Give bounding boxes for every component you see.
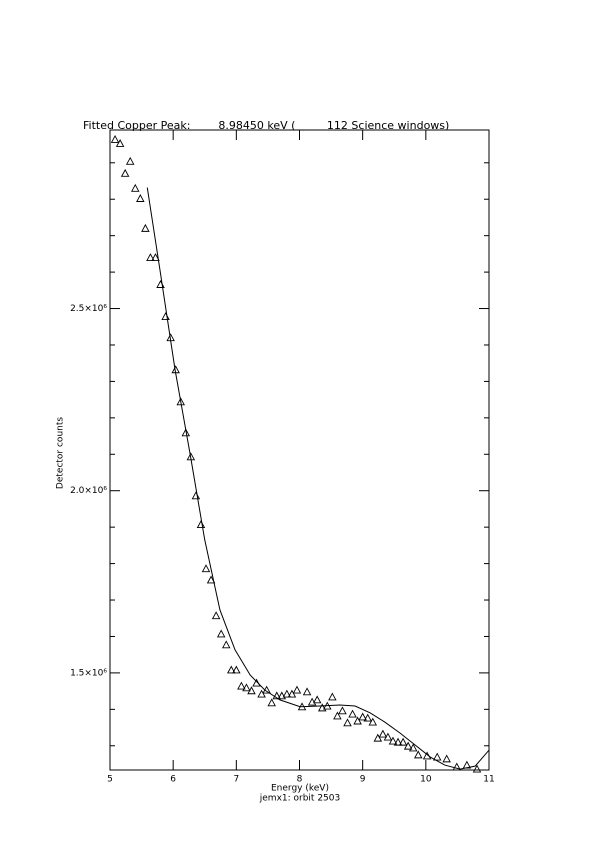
data-point bbox=[383, 732, 393, 741]
data-point bbox=[403, 741, 413, 750]
data-point bbox=[141, 223, 150, 232]
data-point bbox=[136, 194, 145, 202]
data-point bbox=[272, 691, 282, 700]
data-point bbox=[120, 168, 130, 177]
data-point bbox=[338, 706, 347, 715]
data-point bbox=[227, 665, 236, 674]
y-tick-label: 2.5×10⁶ bbox=[70, 304, 107, 314]
data-point bbox=[151, 253, 160, 261]
data-point bbox=[242, 683, 251, 692]
subtitle: jemx1: orbit 2503 bbox=[259, 794, 340, 804]
data-point bbox=[181, 428, 191, 437]
data-point bbox=[358, 712, 367, 721]
data-point bbox=[257, 689, 266, 698]
data-point bbox=[353, 716, 362, 725]
data-point bbox=[363, 713, 372, 722]
data-point bbox=[432, 752, 442, 761]
y-axis-label: Detector counts bbox=[56, 417, 66, 489]
data-point bbox=[196, 520, 206, 529]
data-point bbox=[221, 640, 231, 649]
data-point bbox=[393, 737, 403, 746]
data-point bbox=[287, 689, 297, 698]
data-point bbox=[398, 737, 408, 746]
data-point bbox=[368, 717, 378, 726]
data-point bbox=[312, 695, 322, 704]
y-tick-label: 1.5×10⁶ bbox=[70, 668, 107, 678]
data-point bbox=[413, 750, 423, 759]
data-point bbox=[247, 686, 256, 695]
data-point bbox=[237, 681, 246, 690]
data-point bbox=[328, 692, 337, 701]
x-axis-label: Energy (keV) bbox=[271, 784, 329, 794]
data-point bbox=[472, 764, 482, 773]
data-point bbox=[388, 736, 398, 745]
data-point bbox=[131, 183, 140, 192]
data-point bbox=[216, 629, 226, 638]
data-point bbox=[176, 397, 186, 406]
data-point bbox=[146, 253, 155, 261]
data-point bbox=[343, 718, 352, 727]
data-point bbox=[211, 611, 221, 620]
x-tick-label: 7 bbox=[233, 775, 239, 785]
chart-title: Fitted Copper Peak: 8.98450 keV ( 112 Sc… bbox=[83, 119, 449, 132]
data-point bbox=[125, 156, 135, 165]
data-point bbox=[373, 733, 383, 742]
x-tick-label: 9 bbox=[360, 775, 366, 785]
fit-line bbox=[146, 187, 489, 770]
data-point bbox=[232, 665, 241, 674]
x-tick-label: 11 bbox=[483, 775, 494, 785]
data-point bbox=[292, 685, 302, 694]
data-point bbox=[317, 703, 327, 712]
data-point bbox=[408, 743, 418, 752]
data-point bbox=[442, 754, 451, 763]
data-point bbox=[206, 575, 216, 584]
data-point bbox=[452, 762, 462, 771]
x-tick-label: 8 bbox=[297, 775, 303, 785]
x-tick-label: 10 bbox=[420, 775, 432, 785]
data-point bbox=[115, 139, 125, 147]
data-point bbox=[348, 709, 357, 718]
data-point bbox=[333, 711, 342, 720]
x-tick-label: 6 bbox=[170, 775, 176, 785]
data-point bbox=[110, 135, 120, 143]
data-point bbox=[277, 691, 287, 700]
data-point bbox=[302, 687, 312, 696]
data-point bbox=[378, 729, 388, 738]
data-point bbox=[267, 698, 276, 707]
y-tick-label: 2.0×10⁶ bbox=[70, 486, 107, 496]
data-point bbox=[282, 689, 292, 698]
x-tick-label: 5 bbox=[107, 775, 113, 785]
data-point bbox=[201, 564, 211, 573]
